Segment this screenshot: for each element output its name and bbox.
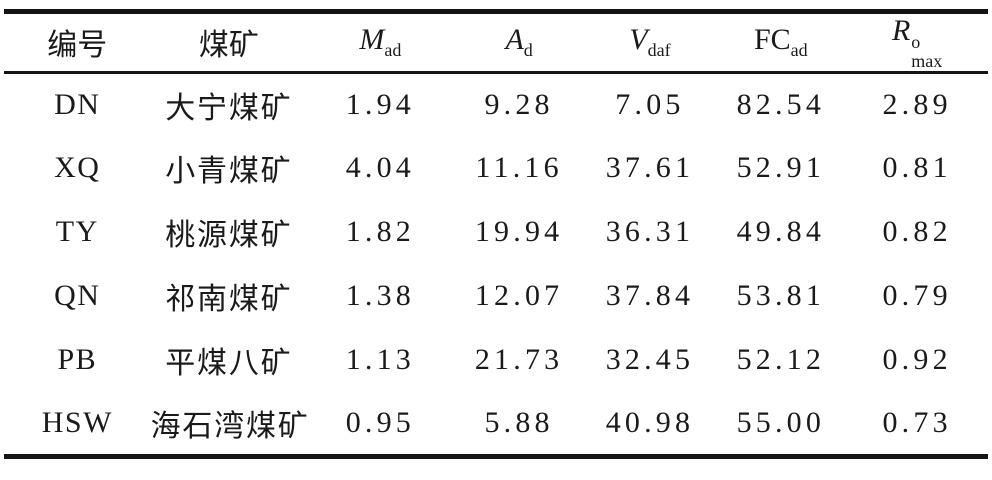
value-cell-A_d: 21.73 xyxy=(474,343,564,377)
value-cell-FC_ad: 49.84 xyxy=(736,215,826,249)
column-header-M_ad: Mad xyxy=(359,23,402,61)
value-cell-V_daf: 36.31 xyxy=(605,215,695,249)
value-cell-M_ad: 0.95 xyxy=(345,406,416,440)
value-cell-V_daf: 40.98 xyxy=(605,406,695,440)
sample-id-cell: TY xyxy=(55,215,99,249)
value-cell-FC_ad: 55.00 xyxy=(736,406,826,440)
column-header-FC_ad: FCad xyxy=(753,23,808,61)
table-row: QN 祁南煤矿 1.38 12.07 37.84 53.81 0.79 xyxy=(4,264,988,328)
mine-name-cell: 小青煤矿 xyxy=(165,155,293,189)
value-cell-R_max: 0.79 xyxy=(882,279,952,313)
sample-id-cell: HSW xyxy=(41,406,113,440)
value-cell-R_max: 0.81 xyxy=(882,151,952,185)
value-cell-M_ad: 1.94 xyxy=(345,88,416,122)
table-body: DN 大宁煤矿 1.94 9.28 7.05 82.54 2.89 XQ 小青煤矿 4.04 11.… xyxy=(4,72,988,456)
mine-name-cell: 桃源煤矿 xyxy=(165,219,293,253)
value-cell-FC_ad: 52.91 xyxy=(736,151,826,185)
mine-name-cell: 祁南煤矿 xyxy=(165,283,293,317)
column-header-id: 编号 xyxy=(47,29,108,63)
value-cell-FC_ad: 82.54 xyxy=(736,88,826,122)
value-cell-M_ad: 1.38 xyxy=(345,279,416,313)
sample-id-cell: QN xyxy=(54,279,101,313)
value-cell-FC_ad: 53.81 xyxy=(736,279,826,313)
value-cell-V_daf: 7.05 xyxy=(615,88,685,122)
value-cell-R_max: 0.82 xyxy=(882,215,952,249)
value-cell-M_ad: 1.82 xyxy=(345,215,416,249)
mine-name-cell: 平煤八矿 xyxy=(165,347,293,381)
column-header-V_daf: Vdaf xyxy=(629,23,671,61)
sample-id-cell: XQ xyxy=(54,151,101,185)
value-cell-M_ad: 1.13 xyxy=(345,343,416,377)
table-row: TY 桃源煤矿 1.82 19.94 36.31 49.84 0.82 xyxy=(4,200,988,264)
value-cell-A_d: 9.28 xyxy=(484,88,554,122)
table-row: XQ 小青煤矿 4.04 11.16 37.61 52.91 0.81 xyxy=(4,136,988,200)
sample-id-cell: PB xyxy=(57,343,98,377)
value-cell-V_daf: 32.45 xyxy=(605,343,695,377)
value-cell-R_max: 0.73 xyxy=(882,406,952,440)
value-cell-A_d: 11.16 xyxy=(475,151,563,185)
value-cell-FC_ad: 52.12 xyxy=(736,343,826,377)
column-header-A_d: Ad xyxy=(505,23,533,61)
value-cell-V_daf: 37.61 xyxy=(605,151,695,185)
value-cell-A_d: 19.94 xyxy=(474,215,564,249)
sample-id-cell: DN xyxy=(54,88,101,122)
column-header-mine: 煤矿 xyxy=(198,29,259,63)
value-cell-V_daf: 37.84 xyxy=(605,279,695,313)
value-cell-A_d: 12.07 xyxy=(474,279,564,313)
mine-name-cell: 大宁煤矿 xyxy=(165,92,293,126)
table-row: DN 大宁煤矿 1.94 9.28 7.05 82.54 2.89 xyxy=(4,72,988,136)
table-row: HSW 海石湾煤矿 0.95 5.88 40.98 55.00 0.73 xyxy=(4,392,988,456)
table-row: PB 平煤八矿 1.13 21.73 32.45 52.12 0.92 xyxy=(4,328,988,392)
value-cell-A_d: 5.88 xyxy=(484,406,554,440)
value-cell-R_max: 0.92 xyxy=(882,343,952,377)
mine-name-cell: 海石湾煤矿 xyxy=(150,410,310,444)
value-cell-M_ad: 4.04 xyxy=(345,151,416,185)
value-cell-R_max: 2.89 xyxy=(882,88,952,122)
